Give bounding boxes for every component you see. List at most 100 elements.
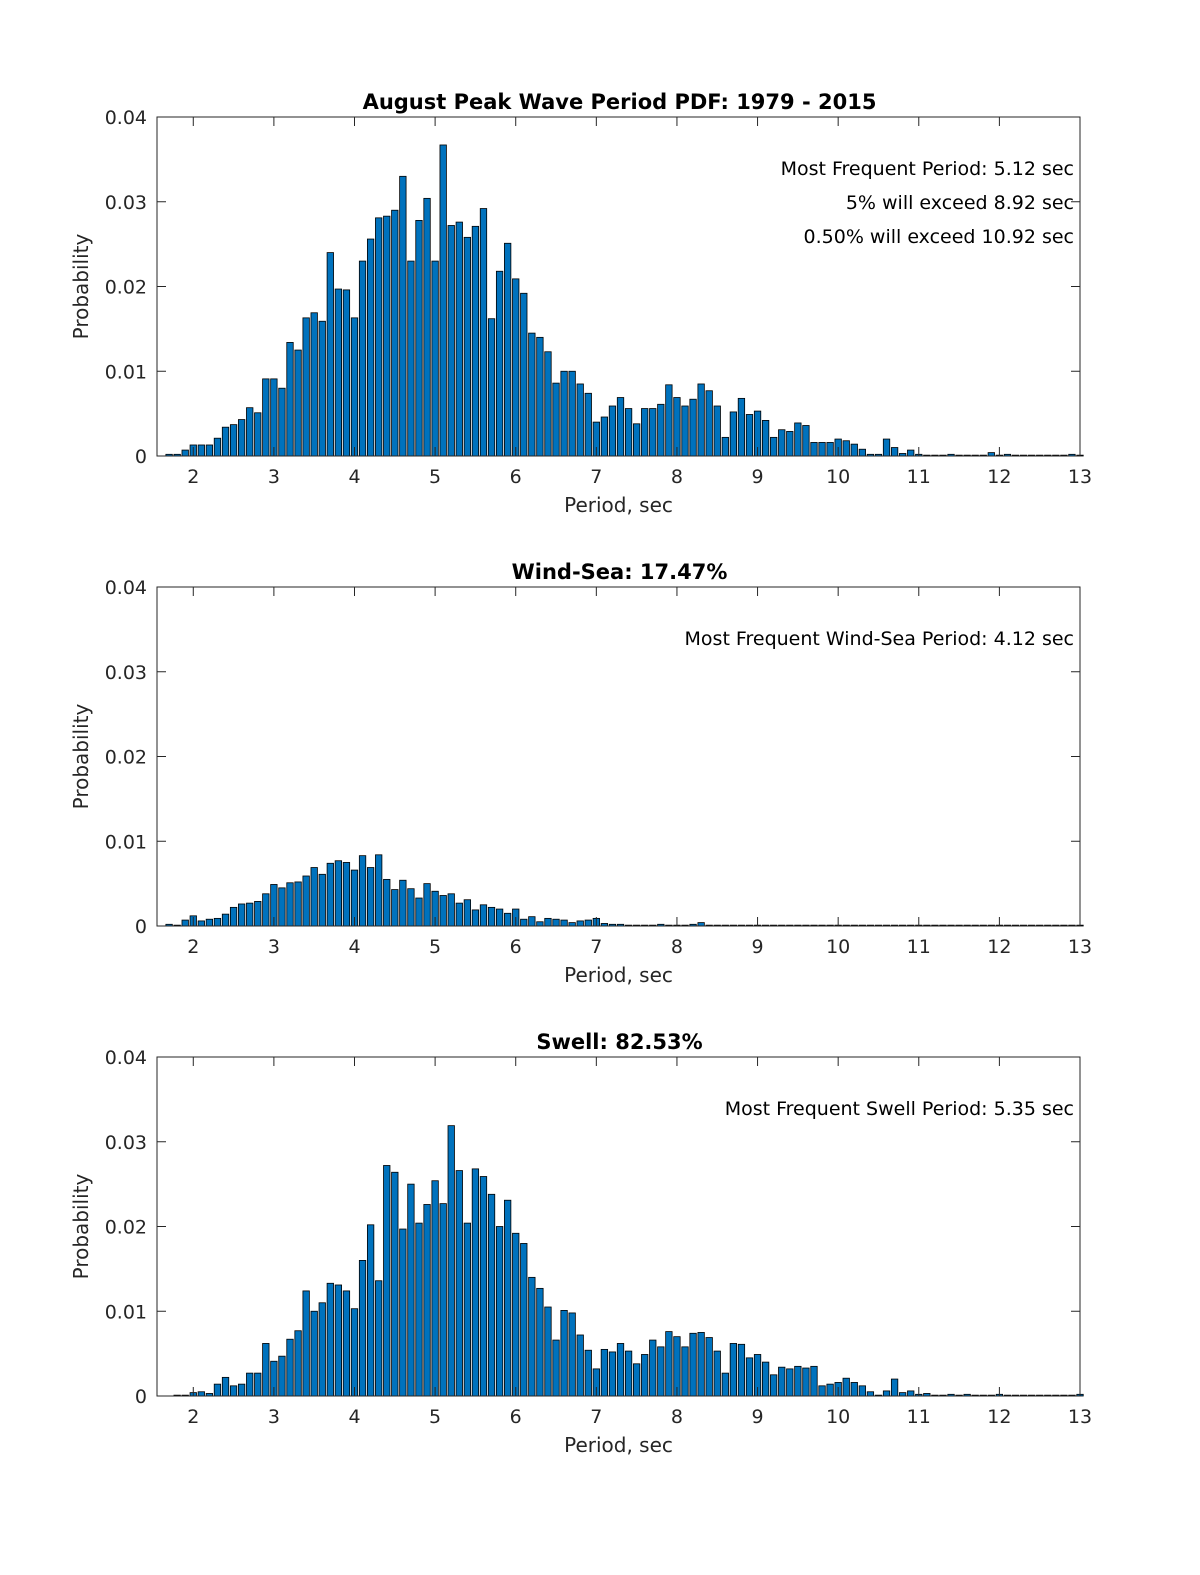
bar (858, 1385, 866, 1397)
bar (858, 448, 866, 457)
bar (366, 238, 375, 457)
bar (294, 1330, 302, 1397)
bar (681, 1346, 689, 1397)
bar (842, 1377, 850, 1397)
y-tick-label: 0 (135, 916, 147, 938)
x-tick-label: 10 (826, 466, 850, 488)
chart-title: Swell: 82.53% (536, 1030, 702, 1054)
annotation: Most Frequent Period: 5.12 sec (781, 158, 1074, 180)
bar (205, 444, 214, 457)
bar (342, 862, 351, 927)
bar (584, 392, 592, 457)
bar (423, 1204, 431, 1397)
bar (495, 270, 504, 457)
bar (552, 382, 560, 457)
bar (197, 444, 205, 457)
y-tick-label: 0.04 (105, 577, 147, 599)
bar (786, 431, 794, 457)
bar (826, 1383, 834, 1397)
bar (778, 1366, 786, 1397)
bar (447, 893, 455, 927)
x-tick-label: 10 (826, 1406, 850, 1428)
x-tick-label: 6 (510, 1406, 522, 1428)
bar (729, 1343, 738, 1397)
bar (778, 429, 786, 457)
x-tick-label: 2 (187, 466, 199, 488)
bar (471, 1168, 480, 1397)
bar (407, 260, 415, 457)
bar (633, 423, 641, 457)
bar (576, 1334, 584, 1397)
bar (745, 1357, 754, 1397)
x-tick-label: 2 (187, 936, 199, 958)
bar (383, 215, 391, 457)
x-axis-label: Period, sec (564, 963, 673, 987)
y-tick-label: 0.04 (105, 107, 147, 129)
bar (907, 1390, 915, 1397)
x-tick-label: 13 (1068, 1406, 1092, 1428)
bar (463, 1222, 471, 1397)
bar (761, 1361, 770, 1397)
bar (205, 918, 214, 927)
x-tick-label: 5 (429, 936, 441, 958)
bar (407, 1183, 415, 1397)
bar (326, 252, 334, 457)
bar (649, 408, 657, 457)
x-axis-label: Period, sec (564, 493, 673, 517)
bar (375, 1280, 383, 1397)
bar (600, 416, 609, 457)
bar (366, 1224, 375, 1397)
bar (439, 895, 447, 927)
bar (882, 438, 891, 457)
chart-title: Wind-Sea: 17.47% (512, 560, 728, 584)
bar (326, 1282, 334, 1397)
bar (721, 436, 729, 457)
bar (689, 1332, 697, 1397)
y-tick-label: 0.03 (105, 662, 147, 684)
bar (221, 1376, 230, 1397)
x-tick-label: 8 (671, 1406, 683, 1428)
bar (520, 292, 528, 457)
y-tick-label: 0.03 (105, 192, 147, 214)
bar (552, 918, 560, 927)
bar (584, 919, 592, 927)
bar (528, 916, 536, 927)
bar (294, 349, 302, 457)
bar (415, 897, 423, 927)
bar (810, 1365, 818, 1397)
bar (890, 447, 899, 457)
bar (270, 378, 278, 457)
bar (600, 1348, 609, 1397)
bar (246, 1372, 254, 1397)
bar (761, 419, 770, 457)
bar (229, 906, 238, 927)
bar (423, 197, 431, 457)
bar (495, 1226, 504, 1397)
bar (552, 1339, 560, 1397)
bar (512, 278, 520, 457)
bar (641, 1354, 649, 1397)
bar (310, 867, 318, 927)
bar (366, 867, 375, 927)
x-tick-label: 4 (348, 1406, 360, 1428)
bar (238, 419, 246, 457)
x-tick-label: 11 (907, 466, 931, 488)
bar (407, 888, 415, 927)
annotation: Most Frequent Swell Period: 5.35 sec (725, 1098, 1074, 1120)
bar (238, 903, 246, 927)
bar (504, 1199, 512, 1397)
bar (705, 390, 713, 457)
bar (641, 408, 649, 457)
bar (528, 332, 536, 457)
bar (802, 1367, 810, 1397)
bar (310, 1310, 318, 1397)
bar (842, 440, 850, 457)
bar (737, 397, 746, 457)
bar (350, 317, 359, 457)
bar (383, 1165, 391, 1397)
bar (729, 411, 738, 457)
bar (504, 242, 512, 457)
y-tick-label: 0.01 (105, 831, 147, 853)
x-tick-label: 7 (590, 936, 602, 958)
bar (487, 318, 496, 457)
